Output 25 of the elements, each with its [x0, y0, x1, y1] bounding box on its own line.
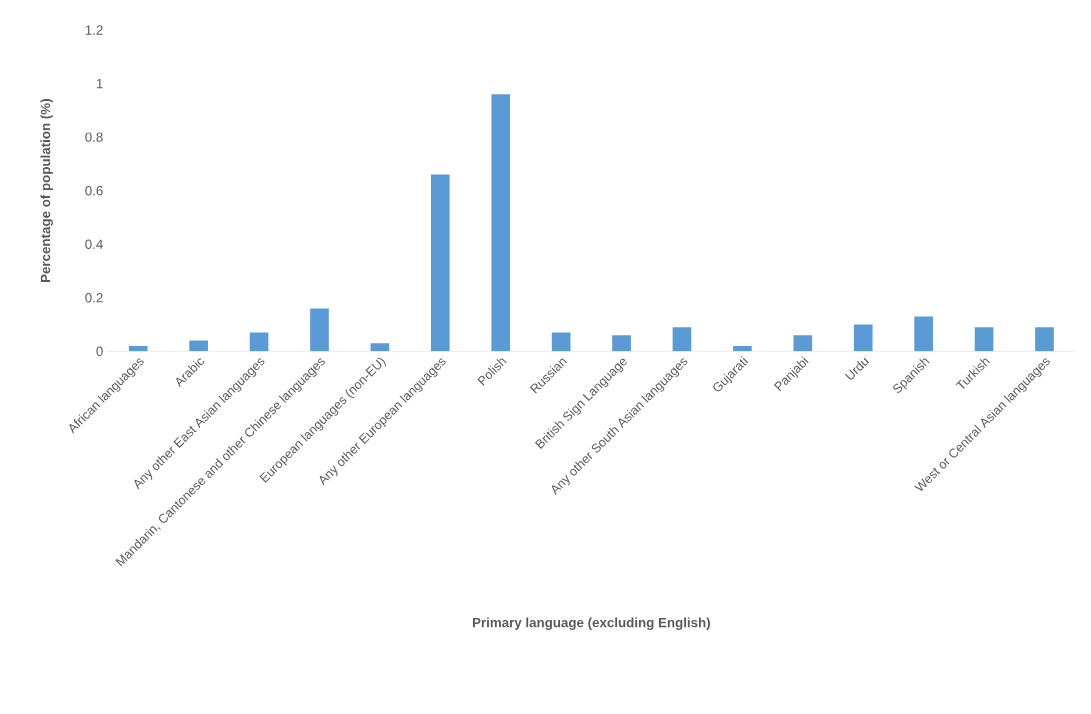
- bar: [551, 332, 571, 352]
- y-tick-label: 0.4: [85, 239, 103, 249]
- y-tick-label: 0.8: [85, 132, 103, 142]
- bar: [1035, 327, 1054, 352]
- y-axis-title: Percentage of population (%): [40, 99, 53, 282]
- bar: [672, 327, 692, 352]
- bar: [491, 94, 511, 352]
- bar: [249, 332, 269, 352]
- bar: [189, 340, 208, 352]
- x-axis-title: Primary language (excluding English): [472, 617, 710, 630]
- bar: [430, 174, 450, 352]
- bar: [128, 345, 148, 352]
- bar: [310, 308, 329, 352]
- bar: [370, 343, 390, 352]
- y-tick-label: 1.2: [85, 25, 103, 35]
- bar: [853, 324, 873, 352]
- bar: [793, 335, 813, 352]
- bar: [914, 316, 933, 352]
- y-tick-label: 0.6: [85, 185, 103, 196]
- y-tick-label: 0.2: [85, 293, 103, 303]
- bar: [733, 345, 752, 352]
- bar: [612, 335, 631, 352]
- y-tick-label: 1: [96, 78, 103, 89]
- y-tick-label: 0: [96, 346, 103, 357]
- bar: [974, 327, 994, 352]
